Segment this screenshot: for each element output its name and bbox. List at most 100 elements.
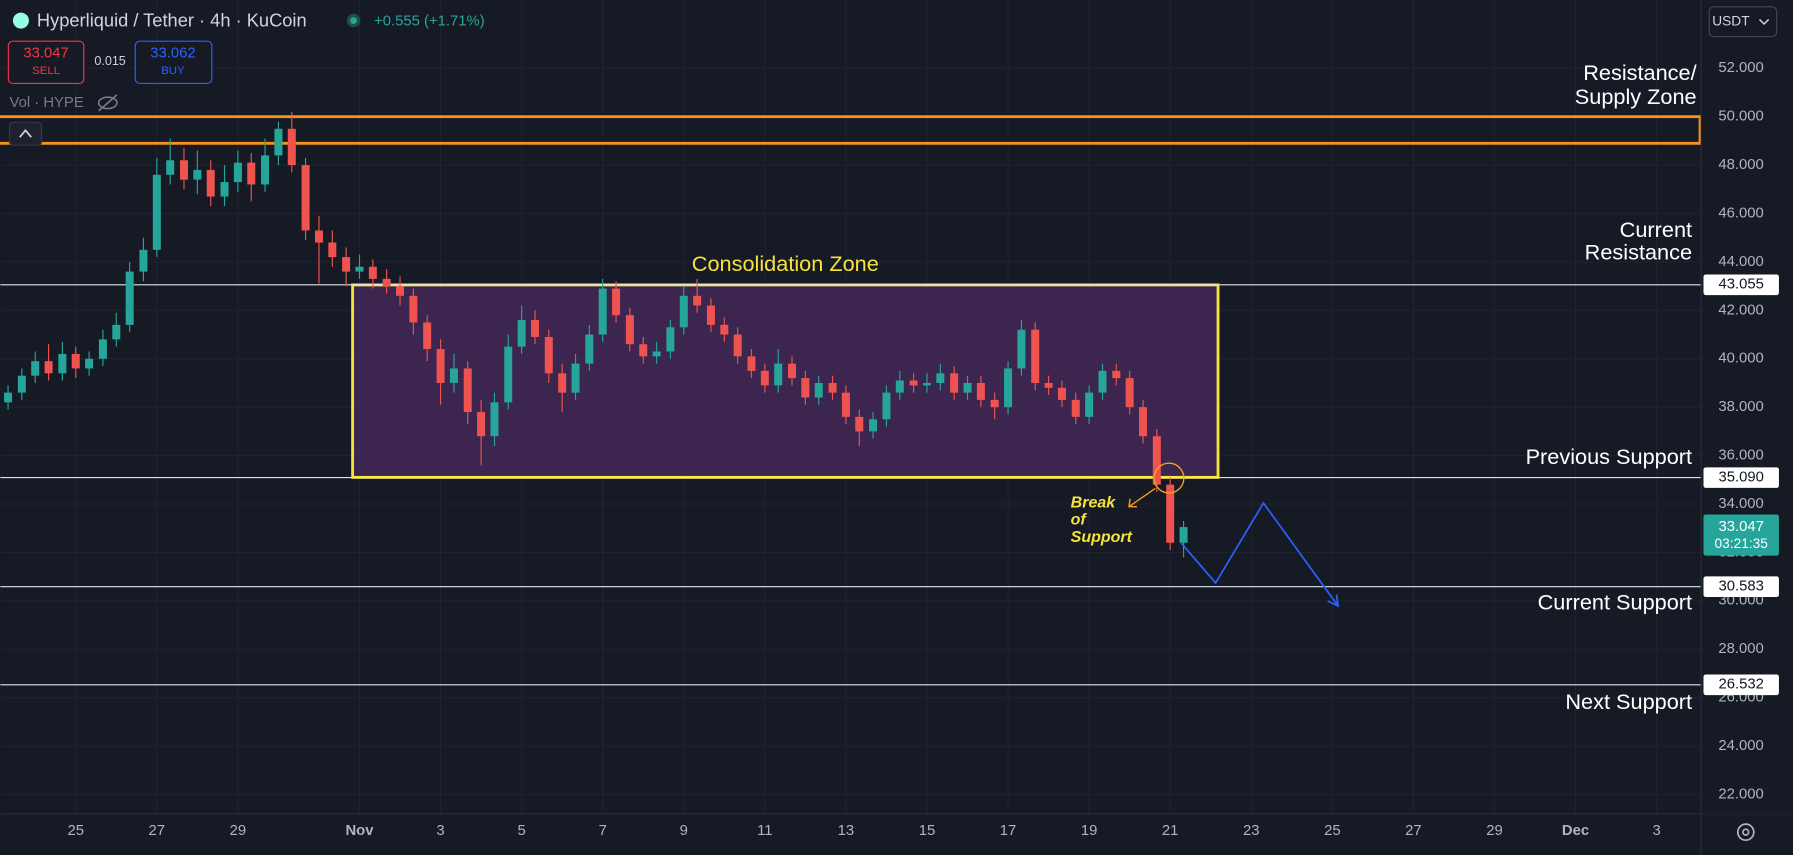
candle-body <box>733 334 742 357</box>
settings-icon[interactable] <box>1736 823 1755 841</box>
candle-body <box>882 392 891 420</box>
collapse-button[interactable] <box>8 121 43 146</box>
candle-body <box>85 358 94 369</box>
candle-body <box>301 165 310 231</box>
y-tick-label: 36.000 <box>1718 448 1763 464</box>
candle-body <box>1139 407 1148 437</box>
candle-body <box>206 169 215 197</box>
candle-body <box>788 363 797 379</box>
x-tick-label: Dec <box>1562 823 1589 839</box>
x-tick-label: 29 <box>230 823 247 839</box>
candle-body <box>950 373 959 393</box>
level-price-box <box>1703 467 1779 488</box>
y-tick-label: 40.000 <box>1718 351 1763 367</box>
candle-body <box>504 346 513 403</box>
sell-price: 33.047 <box>23 46 68 62</box>
y-tick-label: 38.000 <box>1718 399 1763 415</box>
candle-body <box>233 162 242 183</box>
level-note: Current <box>1620 217 1692 242</box>
candle-body <box>612 288 621 316</box>
x-tick-label: 27 <box>1405 823 1422 839</box>
x-tick-label: 13 <box>838 823 855 839</box>
candle-body <box>1004 368 1013 408</box>
level-price-label: 35.090 <box>1719 470 1764 486</box>
candle-body <box>814 382 823 398</box>
candle-body <box>1057 387 1066 400</box>
currency-caret <box>1758 18 1770 26</box>
candle-body <box>17 375 26 393</box>
x-tick-label: 5 <box>517 823 525 839</box>
candle-body <box>598 288 607 335</box>
axes: 22.00024.00026.00028.00030.00032.00034.0… <box>67 60 1779 839</box>
candle-body <box>1017 329 1026 369</box>
candle-body <box>652 351 661 357</box>
currency-button[interactable] <box>1708 6 1778 38</box>
gear-hub <box>1742 828 1750 836</box>
x-tick-label: 7 <box>599 823 607 839</box>
symbol-title: Hyperliquid / Tether · 4h · KuCoin <box>37 10 307 31</box>
x-tick-label: 25 <box>67 823 84 839</box>
candle-body <box>71 353 80 369</box>
candle-body <box>220 182 229 197</box>
candle-body <box>436 349 445 383</box>
candle-body <box>368 266 377 279</box>
candle-body <box>720 324 729 335</box>
current-price-box <box>1703 514 1779 556</box>
buy-button[interactable] <box>134 40 213 85</box>
level-note: Previous Support <box>1526 444 1692 469</box>
candle-body <box>31 361 40 376</box>
symbol-logo <box>12 12 29 29</box>
x-tick-label: 9 <box>680 823 688 839</box>
hide-icon[interactable] <box>97 94 118 112</box>
candle-body <box>1085 392 1094 417</box>
candle-body <box>166 160 175 175</box>
countdown-label: 03:21:35 <box>1715 536 1769 551</box>
y-tick-label: 42.000 <box>1718 302 1763 318</box>
candle-body <box>328 242 337 258</box>
candle-body <box>1071 399 1080 417</box>
resistance-zone <box>0 115 1702 145</box>
buy-price: 33.062 <box>150 46 195 62</box>
eye-icon <box>97 96 118 110</box>
candle-body <box>382 278 391 287</box>
level-note: Resistance <box>1585 240 1692 265</box>
x-tick-label: 23 <box>1243 823 1260 839</box>
x-tick-label: 17 <box>1000 823 1017 839</box>
candle-body <box>1031 329 1040 383</box>
candle-body <box>193 169 202 180</box>
candle-body <box>976 382 985 400</box>
buy-label: BUY <box>161 65 185 77</box>
spread: 0.015 <box>94 54 125 68</box>
candle-body <box>895 380 904 393</box>
sell-button[interactable] <box>7 40 85 85</box>
projection-path <box>1180 501 1339 607</box>
x-tick-label: 3 <box>436 823 444 839</box>
y-tick-label: 50.000 <box>1718 109 1763 125</box>
collapse-icon <box>19 128 32 138</box>
candle-body <box>477 412 486 437</box>
candle-body <box>706 305 715 325</box>
candle-body <box>449 368 458 383</box>
sell-label: SELL <box>32 65 60 77</box>
candle-body <box>261 155 270 185</box>
candle-body <box>1152 436 1161 485</box>
candle-body <box>179 160 188 180</box>
level-price-label: 30.583 <box>1719 579 1764 595</box>
x-tick-label: 21 <box>1162 823 1179 839</box>
candle-body <box>314 230 323 243</box>
y-tick-label: 46.000 <box>1718 205 1763 221</box>
candle-body <box>760 370 769 386</box>
y-tick-label: 48.000 <box>1718 157 1763 173</box>
plot: Resistance/Supply Zone Consolidation Zone… <box>0 60 1702 714</box>
level-note: Next Support <box>1565 689 1692 714</box>
candle-body <box>936 373 945 383</box>
y-tick-label: 28.000 <box>1718 641 1763 657</box>
candle-body <box>774 363 783 386</box>
y-tick-label: 52.000 <box>1718 60 1763 76</box>
candle-body <box>396 286 405 296</box>
candle-body <box>423 322 432 350</box>
candle-body <box>531 320 540 337</box>
zone-label: Consolidation Zone <box>692 251 879 276</box>
price-change: +0.555 (+1.71%) <box>374 14 485 30</box>
